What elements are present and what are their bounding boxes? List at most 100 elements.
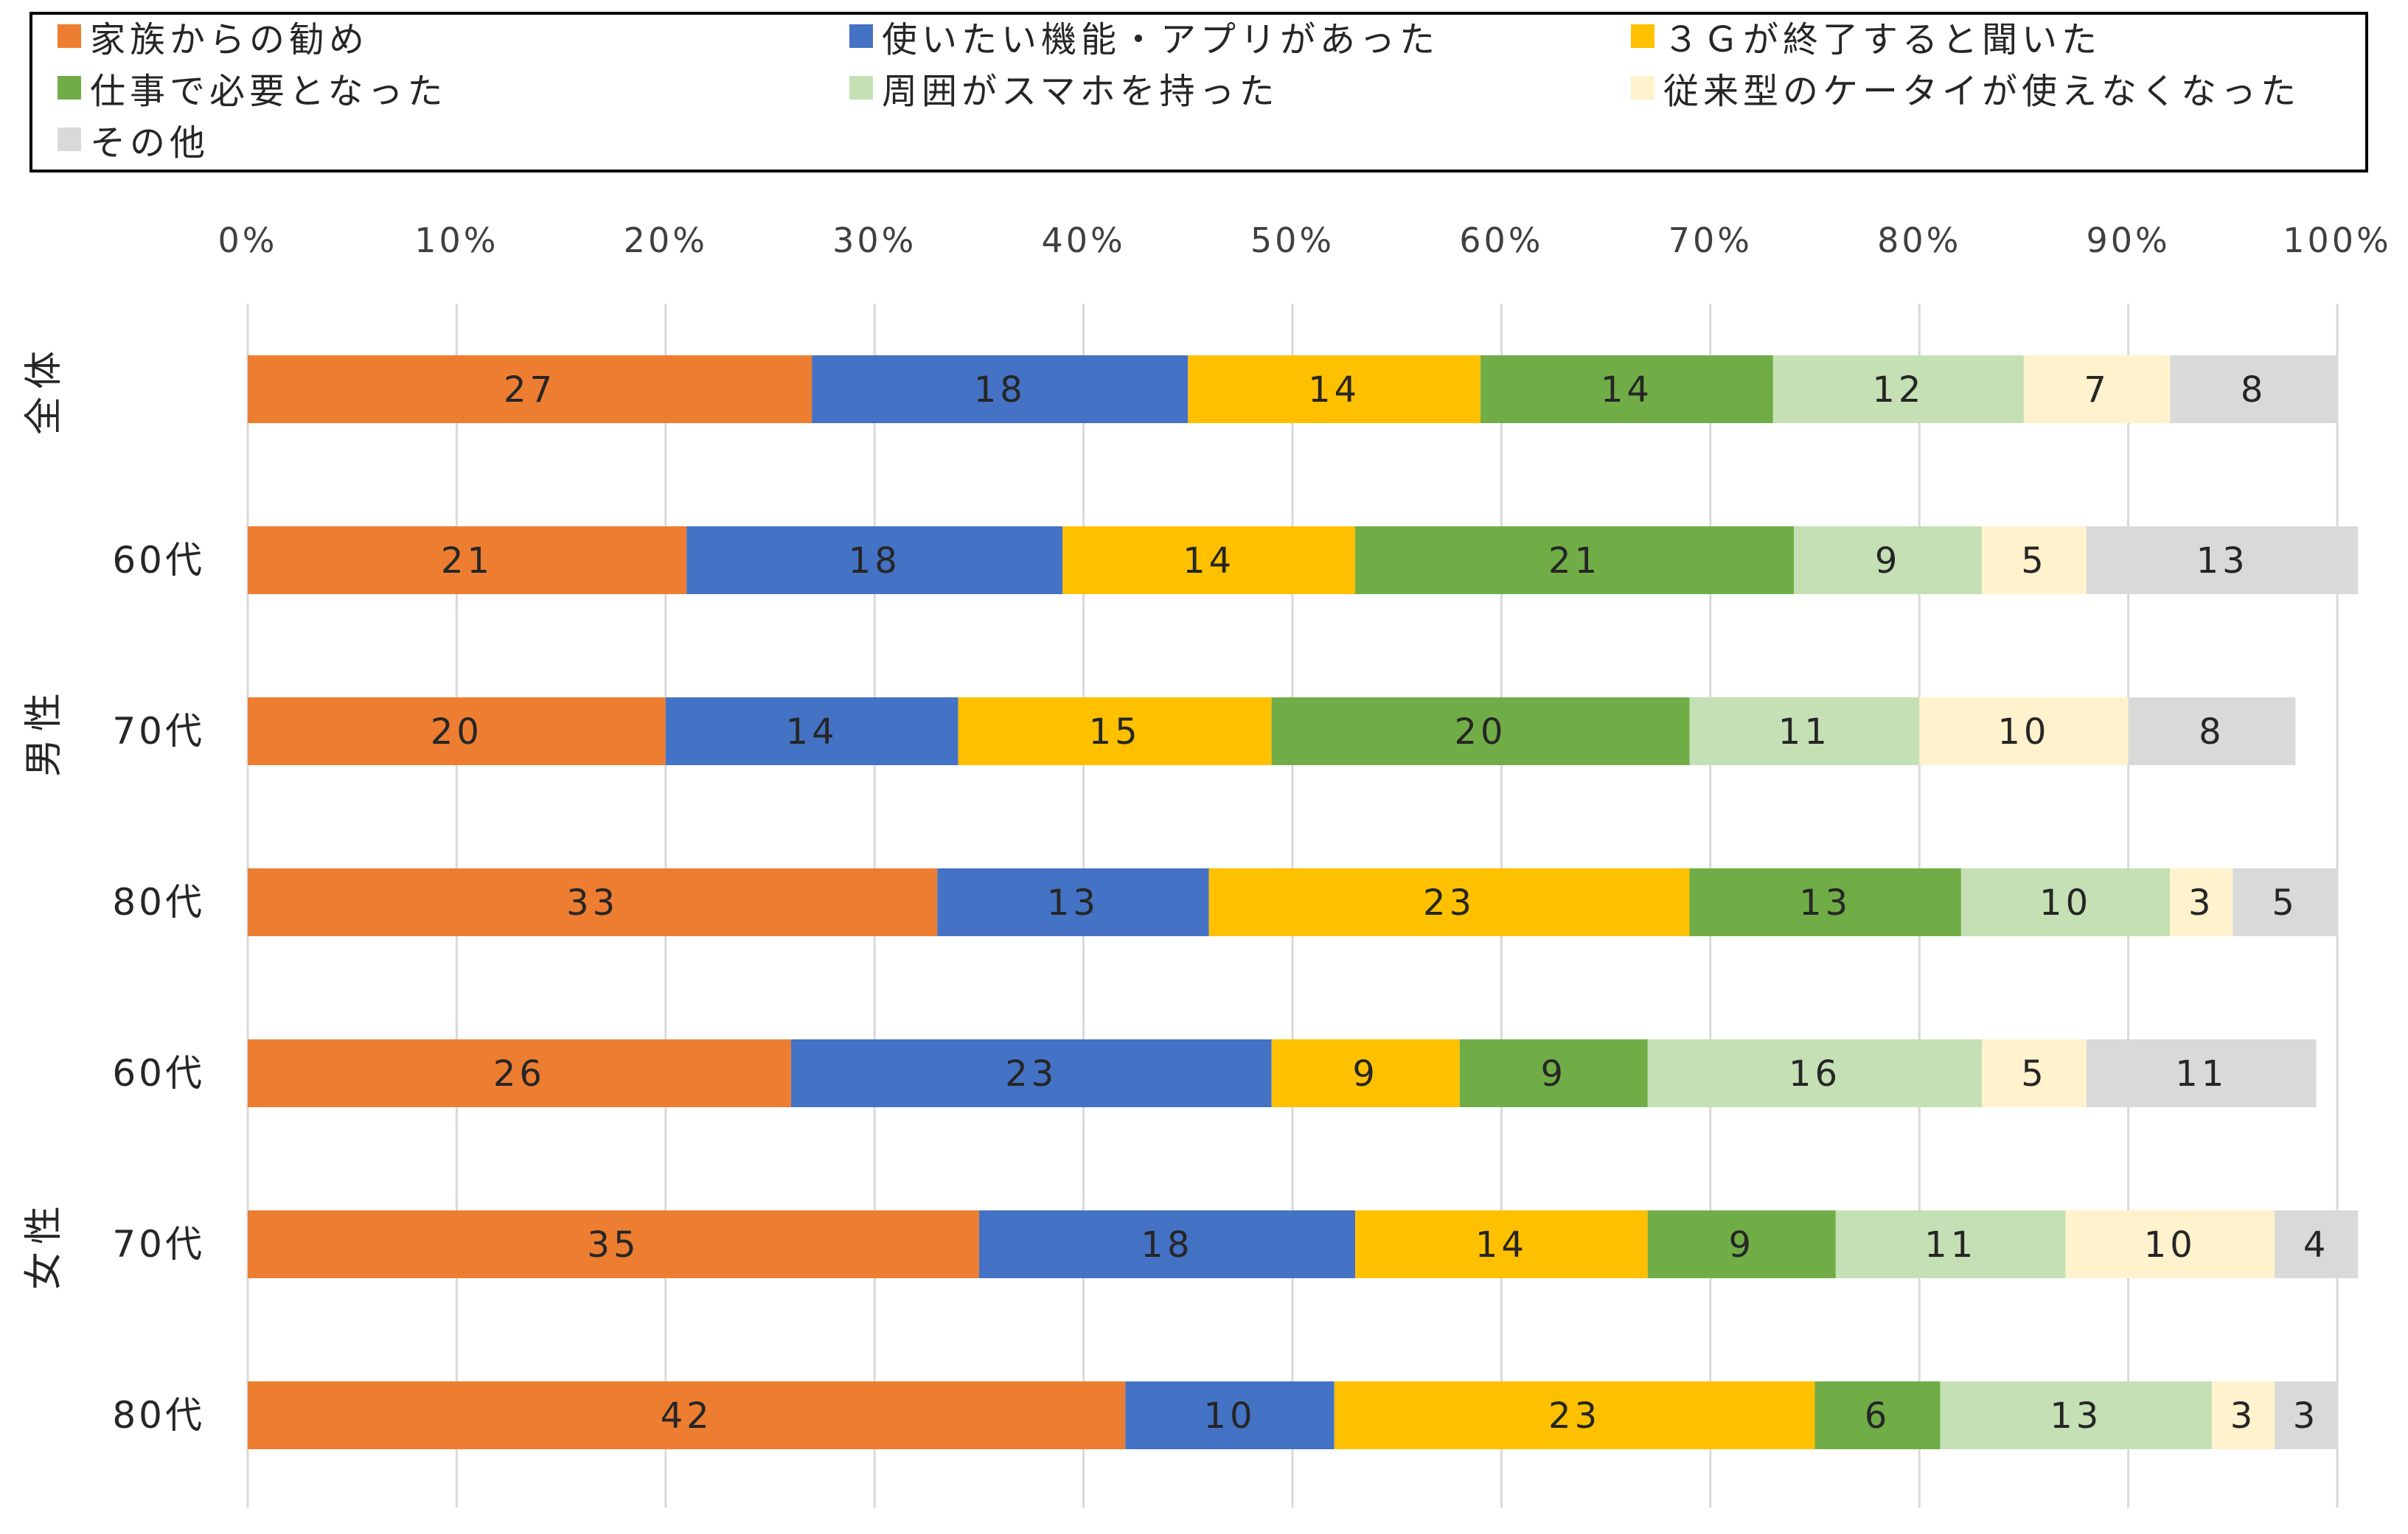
bar-segment [2086,526,2359,594]
data-label: 18 [1141,1224,1193,1266]
data-label: 6 [1865,1395,1891,1437]
data-label: 5 [2272,882,2298,924]
bar-segment [1647,1039,1983,1107]
data-label: 8 [2199,711,2225,753]
x-tick-label: 20% [624,220,708,260]
bar-segment [248,1210,979,1278]
data-label: 14 [1475,1224,1528,1266]
data-label: 11 [1778,711,1831,753]
y-category-label: 60代 [112,1052,205,1095]
bar-segment [1271,1039,1460,1107]
legend-swatch [58,128,81,151]
x-tick-label: 70% [1668,220,1753,260]
data-label: 23 [1005,1053,1057,1095]
bar-segment [1459,1039,1648,1107]
bar-segment [1689,697,1920,765]
data-label: 5 [2021,540,2047,582]
legend-item: 従来型のケータイが使えなくなった [1631,65,2301,112]
legend-label: その他 [90,122,210,164]
x-tick-label: 60% [1459,220,1543,260]
legend-item: その他 [58,116,210,164]
bar-segment [978,1210,1356,1278]
bar-segment [1647,1210,1836,1278]
bar-segment [1835,1210,2066,1278]
x-tick-label: 0% [218,220,278,260]
chart-legend: 家族からの勧め 使いたい機能・アプリがあった ３Ｇが終了すると聞いた仕事で必要となっ… [29,12,2368,172]
bar-segment [1794,526,1983,594]
bar-segment [1689,868,1961,936]
data-label: 21 [1548,540,1601,582]
data-label: 9 [1352,1053,1379,1095]
x-tick-label: 10% [414,220,498,260]
data-label: 5 [2021,1053,2047,1095]
data-label: 33 [566,882,619,924]
legend-item: 仕事で必要となった [58,65,448,112]
legend-swatch [1631,24,1654,48]
legend-swatch [58,24,81,48]
bar-segment [1355,526,1795,594]
data-label: 35 [587,1224,639,1266]
data-label: 12 [1872,369,1924,411]
bar-segment [1982,1039,2087,1107]
data-label: 3 [2188,882,2215,924]
data-label: 42 [661,1395,713,1437]
bar-segment [686,526,1063,594]
data-label: 9 [1540,1053,1567,1095]
data-label: 14 [1183,540,1235,582]
bar-segment [1334,1381,1815,1449]
y-category-label: 80代 [112,1394,205,1437]
legend-item: 家族からの勧め [58,13,369,60]
data-label: 23 [1548,1395,1601,1437]
bar-segment [248,697,666,765]
data-label: 15 [1089,711,1141,753]
bar-segment [2274,1210,2359,1278]
legend-label: 仕事で必要となった [90,71,448,112]
data-label: 18 [974,369,1026,411]
data-label: 14 [1308,369,1360,411]
data-label: 11 [1924,1224,1977,1266]
bar-segment [665,697,958,765]
bar-segment [2211,1381,2275,1449]
bar-segment [2086,1039,2317,1107]
data-label: 9 [1875,540,1901,582]
legend-item: ３Ｇが終了すると聞いた [1631,13,2102,60]
data-label: 13 [2050,1395,2102,1437]
data-label: 23 [1423,882,1475,924]
legend-item: 周囲がスマホを持った [849,65,1279,112]
bar-segment [812,355,1189,423]
bar-segment [2128,697,2296,765]
data-label: 4 [2303,1224,2330,1266]
legend-label: ３Ｇが終了すると聞いた [1663,19,2102,60]
x-tick-label: 50% [1250,220,1335,260]
bar-segment [2065,1210,2275,1278]
data-label: 26 [493,1053,546,1095]
data-label: 3 [2230,1395,2257,1437]
bar-segment [1062,526,1356,594]
data-label: 13 [1799,882,1851,924]
bar-segment [1940,1381,2212,1449]
legend-item: 使いたい機能・アプリがあった [849,13,1440,60]
data-label: 21 [441,540,493,582]
bar-segment [958,697,1272,765]
bar-segment [2274,1381,2337,1449]
bar-segment [1208,868,1690,936]
data-label: 11 [2175,1053,2227,1095]
y-category-label: 60代 [112,539,205,582]
group-label: 男性 [22,686,66,777]
data-label: 14 [1601,369,1653,411]
legend-swatch [58,76,81,100]
legend-label: 周囲がスマホを持った [882,71,1279,112]
data-label: 10 [1203,1395,1256,1437]
data-label: 27 [504,369,556,411]
bar-segment [1125,1381,1335,1449]
bar-segment [937,868,1209,936]
legend-label: 従来型のケータイが使えなくなった [1663,71,2301,112]
bar-segment [2023,355,2171,423]
bar-segment [248,868,938,936]
data-label: 20 [431,711,483,753]
data-label: 18 [849,540,901,582]
bar-segment [2170,355,2337,423]
legend-label: 使いたい機能・アプリがあった [882,19,1440,60]
bar-segment [1188,355,1481,423]
